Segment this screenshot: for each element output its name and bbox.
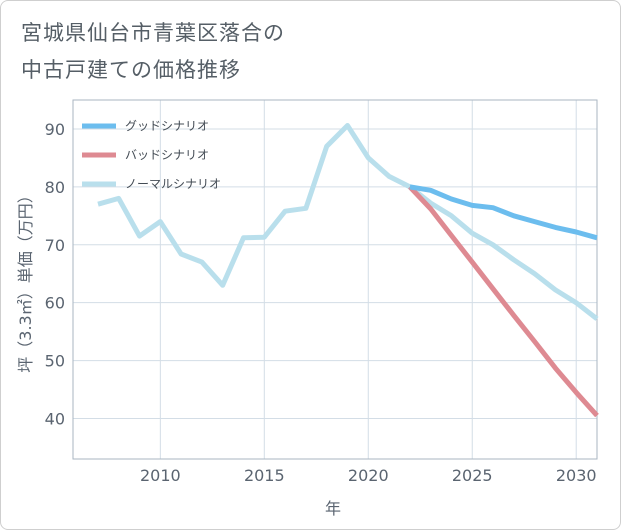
axis-ticks: 2010 2015 2020 2025 2030 40 50 60 70 80 90 <box>45 120 597 485</box>
y-tick-label: 60 <box>45 294 65 313</box>
y-tick-label: 50 <box>45 352 65 371</box>
series-line-bad <box>408 185 599 418</box>
legend-label-normal: ノーマルシナリオ <box>125 177 221 191</box>
y-axis-label: 坪（3.3㎡）単価（万円） <box>16 187 35 372</box>
y-tick-label: 80 <box>45 178 65 197</box>
chart-title-line-2: 中古戸建ての価格推移 <box>21 58 241 82</box>
chart-title-line-1: 宮城県仙台市青葉区落合の <box>21 21 285 45</box>
x-tick-label: 2020 <box>348 466 389 485</box>
plot-area-border <box>72 99 598 460</box>
x-tick-label: 2025 <box>452 466 493 485</box>
x-axis-label: 年 <box>325 499 341 518</box>
legend-label-bad: バッドシナリオ <box>125 148 209 162</box>
y-tick-label: 70 <box>45 236 65 255</box>
series-lines <box>97 123 599 418</box>
x-tick-label: 2030 <box>556 466 597 485</box>
y-tick-label: 90 <box>45 120 65 139</box>
series-line-good <box>409 184 598 241</box>
x-tick-label: 2015 <box>244 466 285 485</box>
series-line-normal <box>97 123 599 321</box>
x-tick-label: 2010 <box>140 466 181 485</box>
legend-label-good: グッドシナリオ <box>125 119 209 133</box>
y-tick-label: 40 <box>45 409 65 428</box>
